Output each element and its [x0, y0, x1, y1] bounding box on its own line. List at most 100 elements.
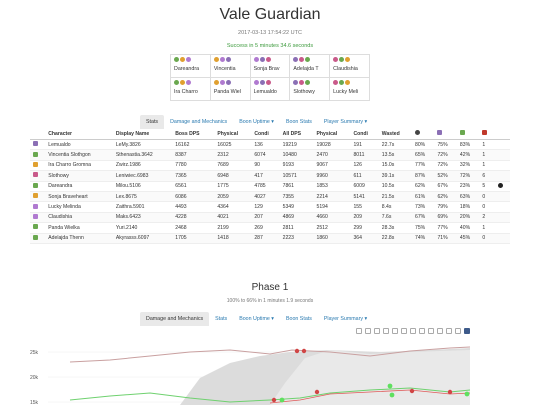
table-cell: 611 [350, 170, 379, 182]
autoscale-icon[interactable] [419, 328, 425, 334]
mechanic-marker[interactable] [464, 391, 470, 397]
column-header[interactable]: Physical [313, 128, 351, 140]
hover-closest-icon[interactable] [446, 328, 452, 334]
zoom-out-icon[interactable] [410, 328, 416, 334]
spike-lines-icon[interactable] [437, 328, 443, 334]
mechanic-marker[interactable] [301, 348, 307, 354]
squad-member-name: Lucky Meli [333, 89, 359, 95]
swirl-icon [414, 130, 420, 135]
box-select-icon[interactable] [383, 328, 389, 334]
tab[interactable]: Boon Stats [285, 119, 312, 125]
build-icon [225, 80, 231, 85]
build-icon [219, 80, 225, 85]
tab[interactable]: Stats [215, 316, 228, 322]
reset-axes-icon[interactable] [428, 328, 434, 334]
column-header[interactable] [411, 128, 435, 140]
death-cell [494, 170, 510, 182]
column-header[interactable] [479, 128, 495, 140]
table-cell: 6948 [214, 170, 252, 182]
column-header[interactable]: Physical [214, 128, 252, 140]
column-header[interactable]: Condi [251, 128, 280, 140]
column-header[interactable]: Condi [350, 128, 379, 140]
profession-cell [30, 181, 46, 192]
table-cell: 0 [479, 233, 495, 244]
table-cell: Slothowy [45, 170, 113, 182]
column-header[interactable]: Boss DPS [172, 128, 215, 140]
pan-icon[interactable] [374, 328, 380, 334]
table-cell: 75% [411, 222, 435, 234]
table-cell: 6 [479, 170, 495, 182]
build-icon [345, 80, 351, 85]
table-cell: 2059 [214, 191, 252, 203]
table-cell: 8011 [350, 149, 379, 161]
table-cell: 191 [350, 139, 379, 151]
profession-cell [30, 212, 46, 224]
column-header[interactable]: All DPS [279, 128, 314, 140]
mechanic-marker[interactable] [409, 388, 415, 394]
table-cell: 21.5s [378, 191, 412, 203]
tab[interactable]: Player Summary ▾ [323, 119, 368, 125]
tab[interactable]: Player Summary ▾ [323, 316, 368, 322]
table-cell: 1705 [172, 233, 215, 244]
table-cell: Lex.8675 [112, 191, 173, 203]
table-cell: 45% [456, 233, 480, 244]
squad-member: Vincentia [209, 54, 251, 78]
mechanic-marker[interactable] [294, 348, 300, 354]
table-cell: Lemualdo [45, 139, 113, 151]
mechanic-marker[interactable] [389, 392, 395, 398]
table-cell: 417 [251, 170, 280, 182]
build-icon [333, 57, 339, 62]
build-icon [253, 57, 259, 62]
table-cell: 129 [251, 201, 280, 213]
mechanic-marker[interactable] [271, 397, 277, 403]
table-cell: 1860 [313, 233, 351, 244]
squad-member-name: Dareandra [174, 66, 200, 72]
build-icons [213, 57, 247, 64]
build-icon [174, 80, 179, 85]
table-cell: Yuri.2140 [112, 222, 173, 234]
column-header[interactable] [456, 128, 480, 140]
squad-member-name: Lemualdo [253, 89, 277, 95]
squad-member: Claudishia [329, 54, 370, 78]
table-cell: 4493 [172, 201, 215, 213]
zoom-icon[interactable] [365, 328, 371, 334]
column-header[interactable]: Display Name [112, 128, 173, 140]
build-icon [299, 57, 305, 62]
table-cell: 2312 [214, 149, 252, 161]
tab[interactable]: Boon Uptime ▾ [239, 119, 274, 125]
lasso-icon[interactable] [392, 328, 398, 334]
build-icon [305, 57, 311, 62]
table-cell: 209 [350, 212, 379, 224]
hover-compare-icon[interactable] [455, 328, 461, 334]
mechanic-marker[interactable] [279, 397, 285, 403]
table-cell: 8.4s [378, 201, 412, 213]
plotly-logo-icon[interactable] [464, 328, 470, 334]
table-cell: Adelajda Thenn [45, 233, 113, 244]
tab[interactable]: Stats [140, 115, 165, 129]
profession-icon [33, 224, 38, 230]
mechanic-marker[interactable] [314, 389, 320, 395]
tab[interactable]: Boon Stats [285, 316, 312, 322]
table-row: Sonja Braveheart Lex.8675 6086 2059 4027 7355… [30, 191, 510, 203]
zoom-in-icon[interactable] [401, 328, 407, 334]
table-cell: 136 [251, 139, 280, 151]
y-tick-label: 20k [30, 375, 39, 381]
profession-cell [30, 191, 46, 203]
table-cell: 62% [411, 181, 435, 192]
mechanic-marker[interactable] [447, 389, 453, 395]
column-header[interactable]: Wasted [378, 128, 412, 140]
table-cell: 7780 [172, 160, 215, 172]
profession-icon [33, 193, 38, 199]
tab[interactable]: Boon Uptime ▾ [239, 316, 274, 322]
mechanic-marker[interactable] [387, 383, 393, 389]
tab[interactable]: Damage and Mechanics [140, 312, 210, 326]
tab[interactable]: Damage and Mechanics [170, 119, 228, 125]
camera-icon[interactable] [356, 328, 362, 334]
profession-icon [33, 161, 38, 167]
build-icon [213, 80, 219, 85]
column-header[interactable]: Character [45, 128, 113, 140]
column-header[interactable] [434, 128, 457, 140]
death-cell [494, 201, 510, 213]
squad-member-name: Vincentia [213, 66, 236, 72]
build-icon [265, 80, 271, 85]
